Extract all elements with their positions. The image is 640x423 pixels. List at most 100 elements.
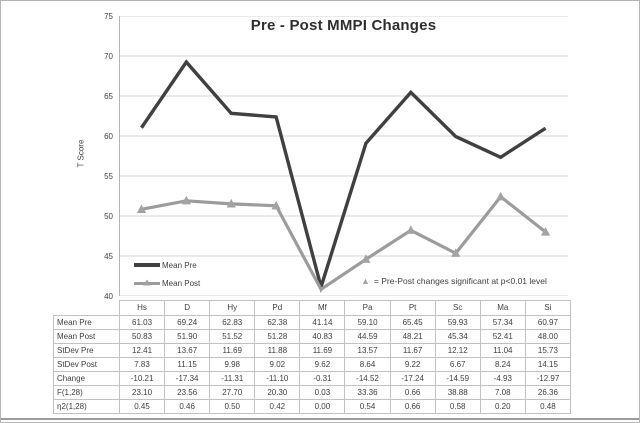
table-corner-cell (54, 301, 120, 316)
table-cell: 0.50 (209, 399, 256, 414)
y-axis-title: T Score (76, 139, 86, 168)
y-tick-label: 70 (104, 51, 113, 61)
table-cell: 9.98 (209, 357, 256, 372)
table-cell: 45.34 (434, 329, 481, 344)
table-cell: 40.83 (299, 329, 346, 344)
table-cell: 11.69 (209, 343, 256, 358)
chart-plot-svg (119, 16, 568, 296)
table-row: Mean Pre 61.03 69.24 62.83 62.38 41.14 59.10 65… (53, 315, 572, 330)
legend-item-mean-pre: Mean Pre (134, 259, 200, 271)
table-cell: 9.62 (299, 357, 346, 372)
y-tick-label: 45 (104, 251, 113, 261)
table-cell: 8.64 (344, 357, 391, 372)
table-cell: 11.88 (254, 343, 301, 358)
table-header-cell: D (164, 300, 211, 316)
table-header-cell: Hy (209, 300, 256, 316)
table-cell: 0.46 (164, 399, 211, 414)
table-cell: 51.52 (209, 329, 256, 344)
table-row: StDev Post 7.83 11.15 9.98 9.02 9.62 8.64 9.22 6… (53, 357, 572, 372)
table-cell: 9.22 (389, 357, 436, 372)
table-cell: 8.24 (479, 357, 526, 372)
triangle-marker-icon (181, 195, 191, 205)
table-cell: 69.24 (164, 315, 211, 330)
table-row: η2(1,28) 0.45 0.46 0.50 0.42 0.00 0.54 0.66 0.58… (53, 399, 572, 414)
table-cell: 0.48 (524, 399, 572, 414)
table-cell: -17.24 (389, 371, 436, 386)
table-cell: 14.15 (524, 357, 572, 372)
triangle-marker-icon (496, 191, 506, 201)
table-cell: 12.41 (118, 343, 166, 358)
table-cell: -14.59 (434, 371, 481, 386)
table-cell: 62.83 (209, 315, 256, 330)
table-row: Change -10.21 -17.34 -11.31 -11.10 -0.31 -14.5… (53, 371, 572, 386)
table-row-label: Mean Post (53, 329, 120, 344)
table-header-cell: Si (524, 300, 572, 316)
y-tick-label: 55 (104, 171, 113, 181)
table-cell: 52.41 (479, 329, 526, 344)
table-cell: 20.30 (254, 385, 301, 400)
table-header-row: Hs D Hy Pd Mf Pa Pt Sc Ma Si (54, 300, 572, 316)
mean-post-line (141, 194, 547, 292)
significance-annotation: ▲ = Pre-Post changes significant at p<0.… (361, 276, 547, 286)
table-cell: 0.66 (389, 399, 436, 414)
table-cell: 57.34 (479, 315, 526, 330)
triangle-marker-icon (540, 227, 551, 236)
table-cell: 51.28 (254, 329, 301, 344)
table-cell: 6.67 (434, 357, 481, 372)
table-cell: 0.03 (299, 385, 346, 400)
table-cell: 23.56 (164, 385, 211, 400)
data-table: Hs D Hy Pd Mf Pa Pt Sc Ma Si Mean Pre 61.03 69.24 62.… (53, 300, 572, 414)
table-header-cell: Pd (254, 300, 301, 316)
table-cell: 15.73 (524, 343, 572, 358)
table-row: StDev Pre 12.41 13.67 11.69 11.88 11.69 13.57 1… (53, 343, 572, 358)
table-cell: 48.21 (389, 329, 436, 344)
y-tick-label: 50 (104, 211, 113, 221)
y-tick-label: 40 (104, 291, 113, 301)
table-row-label: StDev Pre (53, 343, 120, 358)
table-cell: 0.45 (118, 399, 166, 414)
table-header-cell: Hs (118, 300, 166, 316)
table-cell: 59.10 (344, 315, 391, 330)
table-cell: 23.10 (118, 385, 166, 400)
table-cell: 62.38 (254, 315, 301, 330)
table-cell: 7.08 (479, 385, 526, 400)
table-cell: 0.58 (434, 399, 481, 414)
triangle-marker-icon (136, 204, 147, 213)
triangle-marker-icon (143, 279, 151, 286)
table-header-cell: Sc (434, 300, 481, 316)
legend-label-mean-post: Mean Post (162, 278, 201, 288)
table-cell: 26.36 (524, 385, 572, 400)
table-cell: 0.54 (344, 399, 391, 414)
triangle-marker-icon (361, 254, 371, 263)
table-cell: 0.00 (299, 399, 346, 414)
legend-item-mean-post: Mean Post (134, 277, 200, 289)
table-cell: 60.97 (524, 315, 572, 330)
table-cell: 59.93 (434, 315, 481, 330)
table-cell: 51.90 (164, 329, 211, 344)
table-row: Mean Post 50.83 51.90 51.52 51.28 40.83 44.59 4… (53, 329, 572, 344)
table-header-cell: Mf (299, 300, 346, 316)
table-row-label: StDev Post (53, 357, 120, 372)
table-cell: -10.21 (118, 371, 166, 386)
table-cell: 27.70 (209, 385, 256, 400)
y-tick-label: 60 (104, 131, 113, 141)
chart-title: Pre - Post MMPI Changes (250, 17, 437, 34)
table-cell: 0.42 (254, 399, 301, 414)
table-header-cell: Ma (479, 300, 526, 316)
annotation-text: = Pre-Post changes significant at p<0.01… (373, 276, 547, 286)
triangle-marker-icon (271, 200, 281, 210)
table-cell: 48.00 (524, 329, 572, 344)
table-cell: 65.45 (389, 315, 436, 330)
y-tick-label: 75 (104, 11, 113, 21)
table-row-label: η2(1,28) (53, 399, 120, 414)
table-cell: 11.04 (479, 343, 526, 358)
table-cell: 9.02 (254, 357, 301, 372)
mean-post-line-sample-icon (134, 279, 160, 286)
table-cell: 13.67 (164, 343, 211, 358)
table-cell: 12.12 (434, 343, 481, 358)
table-cell: -4.93 (479, 371, 526, 386)
triangle-marker-icon: ▲ (361, 275, 370, 286)
table-cell: 44.59 (344, 329, 391, 344)
table-cell: -11.31 (209, 371, 256, 386)
